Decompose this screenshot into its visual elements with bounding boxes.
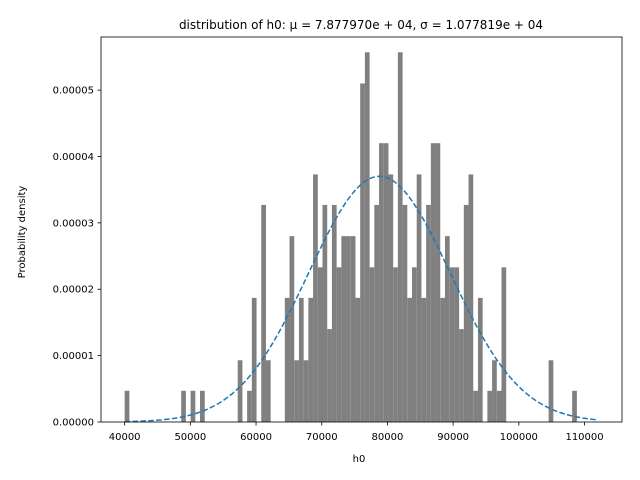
- x-tick-label: 70000: [306, 432, 338, 443]
- histogram-bar: [421, 297, 427, 422]
- histogram-bar: [426, 204, 431, 422]
- histogram-bar: [355, 297, 361, 422]
- x-tick-label: 100000: [500, 432, 538, 443]
- y-axis-ticks: 0.00000 0.00001 0.00002 0.00003 0.00004 0.000…: [53, 86, 101, 429]
- histogram-bar: [473, 390, 478, 422]
- histogram-bar: [402, 204, 408, 422]
- y-tick-label: 0.00002: [53, 285, 94, 296]
- y-tick-label: 0.00005: [53, 86, 94, 97]
- x-tick-label: 80000: [372, 432, 404, 443]
- histogram-bar: [265, 360, 271, 422]
- histogram-bar: [369, 267, 375, 422]
- histogram-bar: [548, 360, 554, 422]
- gaussian-fit-curve: [124, 175, 596, 423]
- histogram-bars: [124, 52, 577, 422]
- histogram-bar: [200, 390, 205, 422]
- y-tick-label: 0.00000: [53, 418, 94, 429]
- histogram-bar: [313, 174, 318, 422]
- histogram-bar: [454, 267, 460, 422]
- x-tick-label: 40000: [109, 432, 141, 443]
- histogram-bar: [496, 390, 502, 422]
- histogram-bar: [459, 329, 464, 422]
- histogram-bar: [463, 204, 469, 422]
- histogram-bar: [501, 267, 507, 422]
- histogram-bar: [124, 390, 130, 422]
- histogram-bar: [298, 297, 304, 422]
- histogram-bar: [303, 360, 309, 422]
- histogram-bar: [289, 236, 295, 422]
- histogram-bar: [247, 390, 252, 422]
- histogram-bar: [294, 360, 299, 422]
- histogram-bar: [327, 329, 332, 422]
- histogram-bar: [317, 267, 323, 422]
- histogram-bar: [468, 174, 474, 422]
- histogram-bar: [284, 297, 290, 422]
- histogram-bar: [331, 204, 337, 422]
- x-axis-ticks: 40000 50000 60000 70000 80000 90000 100000 1100…: [109, 422, 604, 443]
- histogram-bar: [487, 390, 493, 422]
- histogram-bar: [412, 267, 417, 422]
- histogram-bar: [572, 390, 577, 422]
- histogram-bar: [251, 297, 257, 422]
- histogram-bar: [416, 174, 422, 422]
- histogram-bar: [322, 204, 328, 422]
- y-axis-label: Probability density: [17, 186, 28, 279]
- x-tick-label: 110000: [565, 432, 603, 443]
- y-tick-label: 0.00004: [53, 152, 94, 163]
- histogram-bar: [407, 297, 413, 422]
- histogram-bar: [341, 236, 347, 422]
- histogram-bar: [190, 390, 196, 422]
- histogram-bar: [261, 204, 266, 422]
- x-axis-label: h0: [353, 454, 366, 465]
- histogram-bar: [336, 267, 342, 422]
- histogram-bar: [379, 143, 384, 422]
- y-tick-label: 0.00003: [53, 218, 94, 229]
- y-tick-label: 0.00001: [53, 351, 94, 362]
- histogram-bar: [364, 52, 370, 422]
- histogram-bar: [181, 390, 186, 422]
- histogram-bar: [440, 297, 445, 422]
- histogram-bar: [397, 52, 403, 422]
- chart-title: distribution of h0: μ = 7.877970e + 04, …: [179, 18, 543, 32]
- histogram-bar: [444, 236, 450, 422]
- histogram-bar: [237, 360, 243, 422]
- x-tick-label: 50000: [174, 432, 206, 443]
- histogram-bar: [393, 267, 398, 422]
- histogram-bar: [350, 236, 356, 422]
- histogram-bar: [449, 267, 455, 422]
- histogram-bar: [374, 204, 380, 422]
- x-tick-label: 60000: [240, 432, 272, 443]
- histogram-bar: [492, 360, 497, 422]
- histogram-bar: [435, 143, 441, 422]
- histogram-bar: [346, 236, 351, 422]
- histogram-bar: [430, 143, 436, 422]
- histogram-bar: [388, 174, 394, 422]
- histogram-bar: [360, 83, 365, 422]
- x-tick-label: 90000: [437, 432, 469, 443]
- histogram-bar: [477, 297, 483, 422]
- histogram-bar: [383, 143, 389, 422]
- histogram-bar: [308, 297, 314, 422]
- axes-frame: [100, 36, 623, 423]
